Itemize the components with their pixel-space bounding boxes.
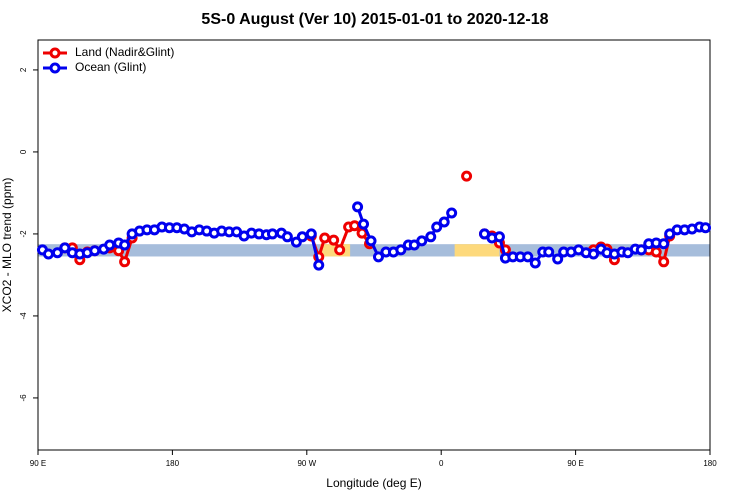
data-point xyxy=(119,256,131,268)
data-point xyxy=(529,257,541,269)
x-axis-label: Longitude (deg E) xyxy=(326,476,421,490)
legend-marker xyxy=(49,47,61,59)
data-point xyxy=(358,218,370,230)
data-point xyxy=(59,242,71,254)
x-tick-label: 0 xyxy=(439,459,444,468)
data-point xyxy=(305,228,317,240)
x-tick-label: 90 W xyxy=(297,459,316,468)
data-point xyxy=(658,256,670,268)
land-band xyxy=(454,244,500,257)
data-point xyxy=(313,259,325,271)
data-point xyxy=(522,251,534,263)
data-point xyxy=(395,244,407,256)
data-point xyxy=(119,239,131,251)
data-point xyxy=(650,246,662,258)
data-point xyxy=(328,234,340,246)
data-point xyxy=(493,231,505,243)
data-point xyxy=(365,235,377,247)
x-tick-label: 180 xyxy=(703,459,717,468)
chart-title: 5S-0 August (Ver 10) 2015-01-01 to 2020-… xyxy=(201,11,548,28)
data-point xyxy=(588,248,600,260)
data-point xyxy=(352,201,364,213)
x-tick-label: 90 E xyxy=(30,459,46,468)
data-point xyxy=(425,231,437,243)
data-point xyxy=(42,248,54,260)
data-point xyxy=(334,244,346,256)
data-point xyxy=(416,235,428,247)
data-point xyxy=(319,232,331,244)
legend-label: Ocean (Glint) xyxy=(75,60,146,74)
data-point xyxy=(431,221,443,233)
x-tick-label: 90 E xyxy=(567,459,583,468)
y-tick-label: -6 xyxy=(19,394,28,402)
y-tick-label: 0 xyxy=(19,149,28,154)
data-point xyxy=(438,216,450,228)
data-point xyxy=(635,244,647,256)
data-point xyxy=(89,245,101,257)
data-point xyxy=(552,253,564,265)
x-tick-label: 180 xyxy=(166,459,180,468)
data-point xyxy=(543,246,555,258)
data-point xyxy=(349,220,361,232)
data-point xyxy=(461,170,473,182)
data-point xyxy=(281,231,293,243)
data-point xyxy=(446,207,458,219)
y-tick-label: -2 xyxy=(19,230,28,238)
data-point xyxy=(104,239,116,251)
y-tick-label: 2 xyxy=(19,67,28,72)
plot-frame xyxy=(37,39,711,451)
legend-marker xyxy=(49,62,61,74)
data-point xyxy=(700,222,712,234)
data-point xyxy=(372,251,384,263)
data-point xyxy=(658,238,670,250)
y-tick-label: -4 xyxy=(19,312,28,320)
y-axis-label: XCO2 - MLO trend (ppm) xyxy=(0,178,14,313)
data-point xyxy=(51,247,63,259)
legend-label: Land (Nadir&Glint) xyxy=(75,45,174,59)
data-point xyxy=(266,228,278,240)
data-point xyxy=(296,231,308,243)
